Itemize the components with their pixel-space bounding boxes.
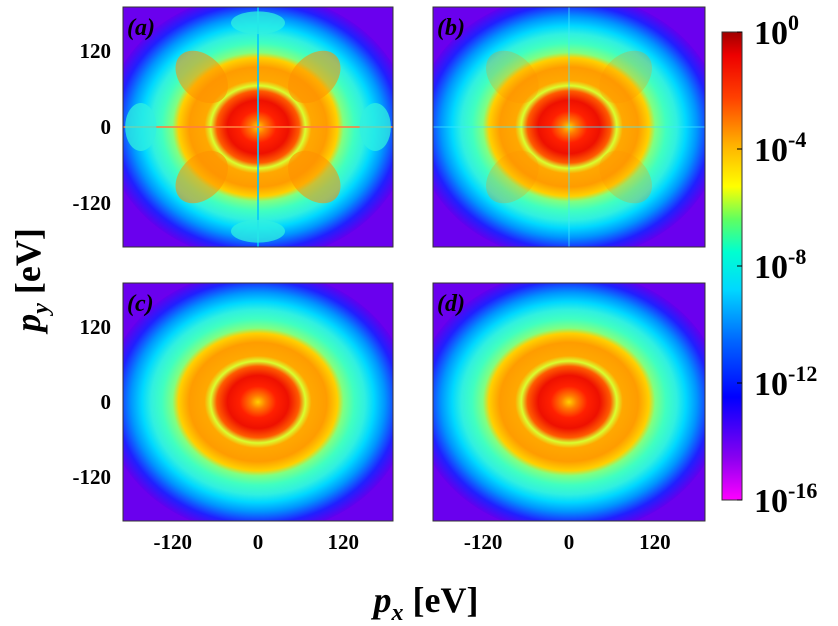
panel-frame	[122, 282, 394, 522]
distribution-lobe	[288, 150, 341, 204]
heatmap-panel	[122, 282, 394, 522]
distribution-lobe	[288, 50, 341, 104]
heatmap-panel	[432, 282, 706, 522]
x-tick-label: -120	[153, 530, 192, 554]
panel-label: (a)	[127, 15, 155, 41]
y-tick-label: 0	[101, 115, 112, 139]
momentum-distribution	[433, 283, 705, 521]
x-axis-label: px [eV]	[371, 580, 479, 626]
panel-frame	[432, 6, 706, 248]
colorbar-tick-label: 10-4	[754, 127, 806, 169]
distribution-lobe	[175, 150, 228, 204]
distribution-lobe	[599, 50, 652, 104]
panel-label: (c)	[127, 291, 154, 317]
panel-frame	[122, 6, 394, 248]
heatmap-panel	[122, 6, 394, 248]
outer-lobe	[231, 219, 285, 243]
distribution-lobe	[486, 150, 539, 204]
y-tick-label: 0	[101, 390, 112, 414]
heatmap-panel	[432, 6, 706, 248]
y-tick-label: 120	[80, 39, 112, 63]
colorbar-tick-label: 10-12	[754, 361, 817, 403]
colorbar-tick-label: 10-8	[754, 244, 806, 286]
x-tick-label: -120	[464, 530, 503, 554]
x-tick-label: 120	[328, 530, 360, 554]
x-tick-label: 0	[564, 530, 575, 554]
momentum-distribution	[123, 283, 393, 521]
y-axis-label: py [eV]	[8, 228, 54, 335]
outer-lobe	[125, 103, 157, 151]
colorbar-tick-label: 100	[754, 10, 799, 52]
panel-label: (b)	[437, 15, 465, 41]
distribution-lobe	[175, 50, 228, 104]
x-tick-label: 0	[253, 530, 264, 554]
distribution-lobe	[486, 50, 539, 104]
distribution-lobe	[599, 150, 652, 204]
y-tick-label: -120	[73, 191, 112, 215]
x-tick-label: 120	[639, 530, 671, 554]
colorbar-tick-label: 10-16	[754, 478, 817, 520]
outer-lobe	[359, 103, 391, 151]
panel-frame	[432, 282, 706, 522]
panel-label: (d)	[437, 291, 465, 317]
outer-lobe	[231, 11, 285, 35]
y-tick-label: -120	[73, 465, 112, 489]
y-tick-label: 120	[80, 315, 112, 339]
